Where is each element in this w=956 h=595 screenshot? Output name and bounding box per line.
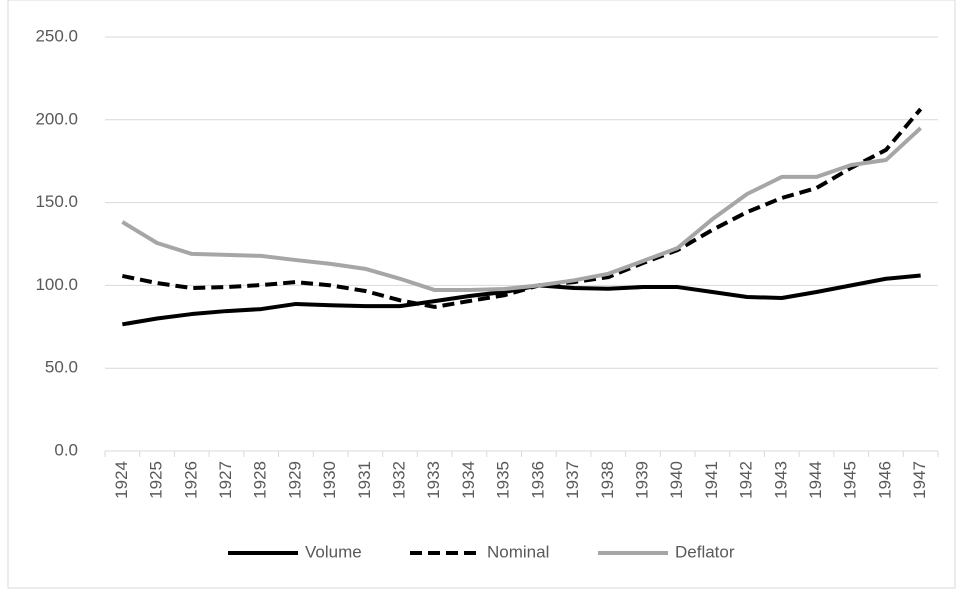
series-line	[121, 107, 923, 309]
x-tick-label: 1947	[910, 461, 929, 499]
series-line	[122, 273, 921, 327]
x-tick-label: 1944	[806, 461, 825, 499]
x-tick-label: 1941	[702, 461, 721, 499]
y-tick-label: 0.0	[54, 440, 78, 459]
legend-label: Volume	[305, 542, 362, 561]
legend-label: Deflator	[675, 542, 735, 561]
y-tick-label: 150.0	[35, 192, 78, 211]
y-tick-label: 200.0	[35, 109, 78, 128]
x-tick-label: 1926	[181, 461, 200, 499]
x-tick-label: 1945	[841, 461, 860, 499]
series-line	[121, 126, 923, 293]
x-tick-label: 1942	[737, 461, 756, 499]
x-tick-label: 1930	[320, 461, 339, 499]
x-tick-label: 1933	[424, 461, 443, 499]
x-tick-label: 1932	[390, 461, 409, 499]
x-tick-label: 1924	[112, 461, 131, 499]
x-tick-label: 1937	[563, 461, 582, 499]
x-tick-label: 1927	[216, 461, 235, 499]
y-tick-label: 50.0	[45, 358, 78, 377]
x-tick-label: 1940	[667, 461, 686, 499]
x-tick-label: 1939	[632, 461, 651, 499]
x-tick-label: 1925	[147, 461, 166, 499]
x-tick-label: 1946	[875, 461, 894, 499]
x-tick-label: 1929	[285, 461, 304, 499]
x-tick-label: 1936	[528, 461, 547, 499]
x-tick-label: 1931	[355, 461, 374, 499]
x-tick-label: 1934	[459, 461, 478, 499]
x-tick-label: 1943	[771, 461, 790, 499]
chart-border	[7, 0, 956, 589]
y-tick-label: 250.0	[35, 26, 78, 45]
y-tick-label: 100.0	[35, 275, 78, 294]
x-tick-label: 1928	[251, 461, 270, 499]
x-tick-label: 1935	[494, 461, 513, 499]
x-tick-label: 1938	[598, 461, 617, 499]
legend-label: Nominal	[487, 542, 549, 561]
